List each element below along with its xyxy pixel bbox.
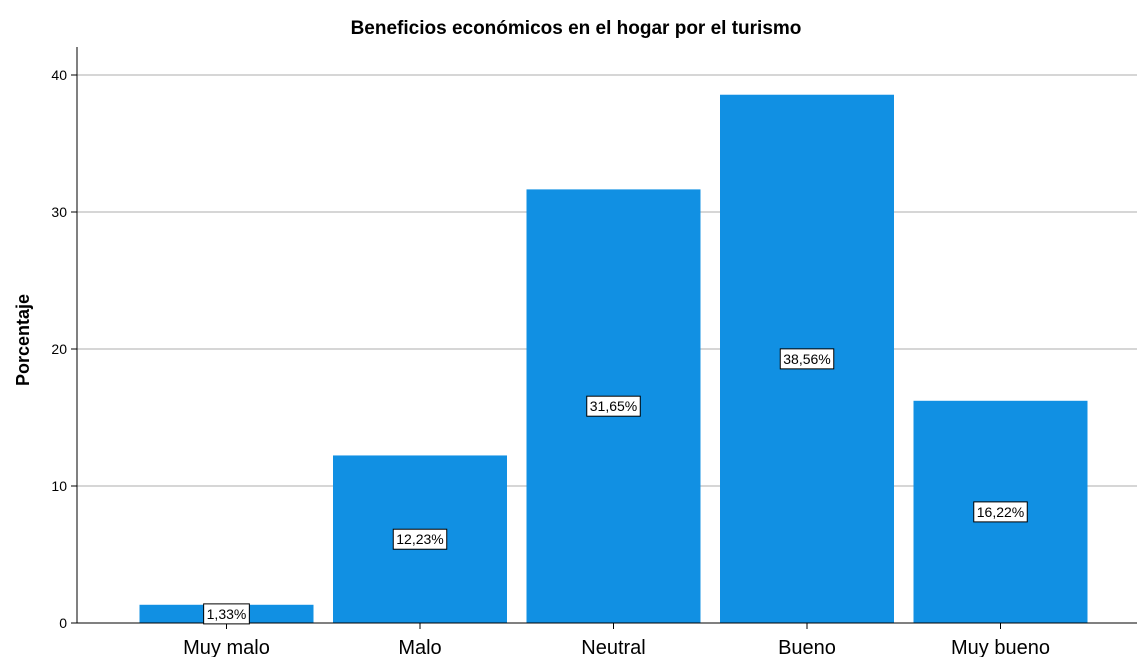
y-tick-label: 40 — [51, 67, 67, 83]
data-label-box — [203, 603, 250, 625]
x-tick-label: Bueno — [778, 637, 836, 657]
y-tick-label: 30 — [51, 204, 67, 220]
chart-title: Beneficios económicos en el hogar por el… — [351, 18, 802, 39]
y-axis-label: Porcentaje — [13, 294, 33, 386]
data-label-text: 1,33% — [207, 606, 247, 622]
data-label: 31,65% — [586, 395, 641, 417]
y-tick-label: 10 — [51, 478, 67, 494]
x-tick-label: Malo — [398, 637, 441, 657]
bars — [139, 94, 1088, 623]
data-label: 12,23% — [392, 528, 448, 550]
y-tick-label: 0 — [59, 615, 67, 631]
data-label: 1,33% — [203, 603, 250, 625]
data-label-box — [392, 528, 448, 550]
data-label-box — [973, 501, 1028, 523]
y-tick-label: 20 — [51, 341, 67, 357]
data-label-box — [586, 395, 641, 417]
x-tick-label: Muy malo — [183, 637, 270, 657]
data-label-text: 16,22% — [977, 504, 1024, 520]
data-label-text: 31,65% — [590, 398, 637, 414]
data-label: 16,22% — [973, 501, 1028, 523]
data-label-text: 38,56% — [783, 351, 830, 367]
x-tick-label: Muy bueno — [951, 637, 1050, 657]
x-tick-label: Neutral — [581, 637, 645, 657]
data-label-box — [779, 348, 835, 370]
axes: 0 10 20 30 40 Muy malo Malo Neutral Bueno Muy bue… — [51, 47, 1137, 659]
data-label-text: 12,23% — [396, 531, 443, 547]
data-labels: 1,33% 12,23% 31,65% 38,56% 16,22% — [203, 348, 1028, 625]
data-label: 38,56% — [779, 348, 835, 370]
